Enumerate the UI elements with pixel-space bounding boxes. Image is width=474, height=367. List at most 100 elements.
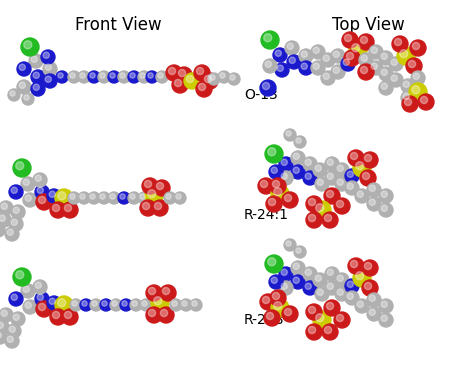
Circle shape	[72, 301, 77, 306]
Circle shape	[327, 159, 333, 166]
Circle shape	[80, 194, 85, 199]
Circle shape	[80, 73, 85, 78]
Circle shape	[24, 95, 29, 100]
Circle shape	[166, 194, 171, 199]
Circle shape	[50, 309, 66, 325]
Circle shape	[160, 285, 176, 301]
Circle shape	[362, 280, 378, 296]
Circle shape	[341, 57, 355, 71]
Circle shape	[23, 179, 29, 185]
Circle shape	[369, 61, 383, 75]
Circle shape	[148, 73, 153, 78]
Circle shape	[62, 202, 78, 218]
Circle shape	[284, 195, 292, 201]
Circle shape	[155, 202, 162, 210]
Circle shape	[186, 75, 193, 83]
Circle shape	[337, 200, 344, 208]
Circle shape	[0, 332, 1, 338]
Circle shape	[11, 219, 18, 225]
Circle shape	[56, 71, 68, 83]
Circle shape	[365, 155, 372, 161]
Circle shape	[345, 34, 352, 41]
Circle shape	[228, 73, 240, 85]
Circle shape	[365, 262, 372, 270]
Circle shape	[47, 189, 61, 203]
Circle shape	[264, 310, 280, 326]
Circle shape	[334, 198, 350, 214]
Circle shape	[172, 301, 177, 306]
Circle shape	[33, 173, 47, 187]
Circle shape	[0, 318, 1, 332]
Circle shape	[359, 53, 373, 67]
Circle shape	[350, 152, 357, 160]
Circle shape	[293, 263, 300, 269]
Circle shape	[78, 192, 90, 204]
Circle shape	[33, 280, 47, 294]
Circle shape	[277, 65, 283, 72]
Circle shape	[22, 93, 34, 105]
Circle shape	[68, 71, 80, 83]
Text: O-13: O-13	[244, 88, 278, 102]
Circle shape	[381, 301, 387, 308]
Circle shape	[352, 44, 360, 52]
Circle shape	[316, 204, 324, 212]
Circle shape	[381, 205, 387, 211]
Circle shape	[174, 192, 186, 204]
Circle shape	[324, 214, 332, 222]
Circle shape	[353, 269, 371, 287]
Circle shape	[33, 84, 39, 90]
Circle shape	[49, 298, 55, 304]
Circle shape	[321, 53, 335, 67]
Circle shape	[285, 41, 299, 55]
Circle shape	[337, 165, 343, 171]
Circle shape	[279, 267, 293, 281]
Circle shape	[270, 290, 286, 306]
Circle shape	[0, 223, 5, 237]
Circle shape	[347, 171, 354, 177]
Circle shape	[45, 64, 51, 70]
Circle shape	[286, 131, 291, 136]
Circle shape	[333, 67, 339, 73]
Circle shape	[90, 194, 95, 199]
Circle shape	[289, 57, 295, 63]
Circle shape	[92, 301, 97, 306]
Circle shape	[335, 273, 349, 287]
Circle shape	[58, 73, 63, 78]
Circle shape	[367, 183, 381, 197]
Circle shape	[305, 159, 311, 166]
Circle shape	[279, 157, 293, 171]
Circle shape	[260, 294, 276, 310]
Circle shape	[130, 194, 135, 199]
Circle shape	[345, 279, 359, 293]
Circle shape	[333, 51, 339, 57]
Circle shape	[8, 89, 20, 101]
Circle shape	[260, 80, 276, 96]
Circle shape	[337, 179, 343, 185]
Circle shape	[379, 81, 393, 95]
Circle shape	[230, 75, 235, 80]
Circle shape	[355, 189, 369, 203]
Circle shape	[394, 39, 401, 46]
Circle shape	[335, 177, 349, 191]
Circle shape	[313, 63, 319, 69]
Circle shape	[10, 91, 15, 96]
Circle shape	[98, 71, 110, 83]
Circle shape	[266, 312, 273, 320]
Circle shape	[360, 66, 368, 74]
Circle shape	[53, 312, 60, 319]
Circle shape	[347, 281, 354, 287]
Circle shape	[17, 62, 31, 76]
Circle shape	[411, 71, 425, 85]
Circle shape	[110, 73, 115, 78]
Circle shape	[362, 260, 378, 276]
Circle shape	[281, 269, 287, 275]
Circle shape	[266, 196, 282, 212]
Circle shape	[163, 287, 170, 295]
Circle shape	[263, 59, 277, 73]
Circle shape	[306, 196, 322, 212]
Circle shape	[118, 71, 130, 83]
Circle shape	[108, 71, 120, 83]
Circle shape	[273, 181, 280, 188]
Circle shape	[156, 182, 164, 190]
Circle shape	[284, 129, 296, 141]
